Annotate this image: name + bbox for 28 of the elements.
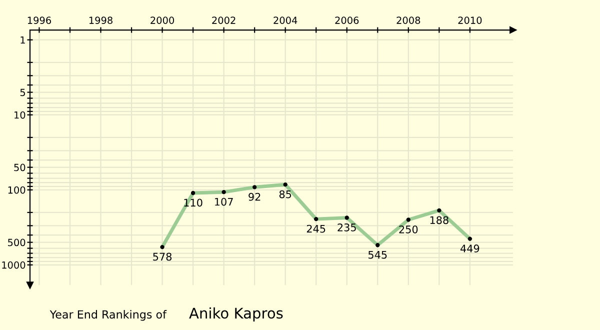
data-label: 85 bbox=[279, 190, 292, 198]
data-label: 545 bbox=[368, 251, 387, 259]
data-label: 107 bbox=[215, 198, 233, 206]
x-tick-label: 1998 bbox=[89, 16, 112, 24]
y-tick-label: 5 bbox=[20, 88, 25, 96]
data-label: 250 bbox=[399, 225, 418, 234]
x-tick-label: 2004 bbox=[274, 16, 298, 24]
data-label: 110 bbox=[184, 198, 202, 207]
data-label: 92 bbox=[248, 192, 260, 201]
y-tick-label: 10 bbox=[14, 111, 26, 119]
text: Aniko Kapros bbox=[189, 307, 283, 322]
y-tick-label: 50 bbox=[14, 164, 26, 172]
x-tick-label: 1996 bbox=[28, 16, 51, 24]
data-label: 245 bbox=[306, 224, 326, 233]
x-tick-label: 2008 bbox=[396, 16, 420, 24]
y-tick-label: 500 bbox=[8, 238, 26, 246]
y-tick-label: 1000 bbox=[2, 261, 26, 269]
data-label: 235 bbox=[338, 223, 356, 232]
y-tick-label: 100 bbox=[8, 186, 26, 194]
data-label: 188 bbox=[430, 216, 448, 224]
x-tick-label: 2010 bbox=[458, 16, 482, 24]
x-tick-label: 2000 bbox=[150, 16, 174, 24]
text: Year End Rankings of bbox=[50, 310, 167, 321]
x-tick-label: 2006 bbox=[335, 16, 359, 24]
y-tick-label: 1 bbox=[20, 36, 25, 44]
data-label: 449 bbox=[460, 244, 480, 252]
data-label: 578 bbox=[153, 252, 172, 261]
x-tick-label: 2002 bbox=[212, 16, 236, 24]
